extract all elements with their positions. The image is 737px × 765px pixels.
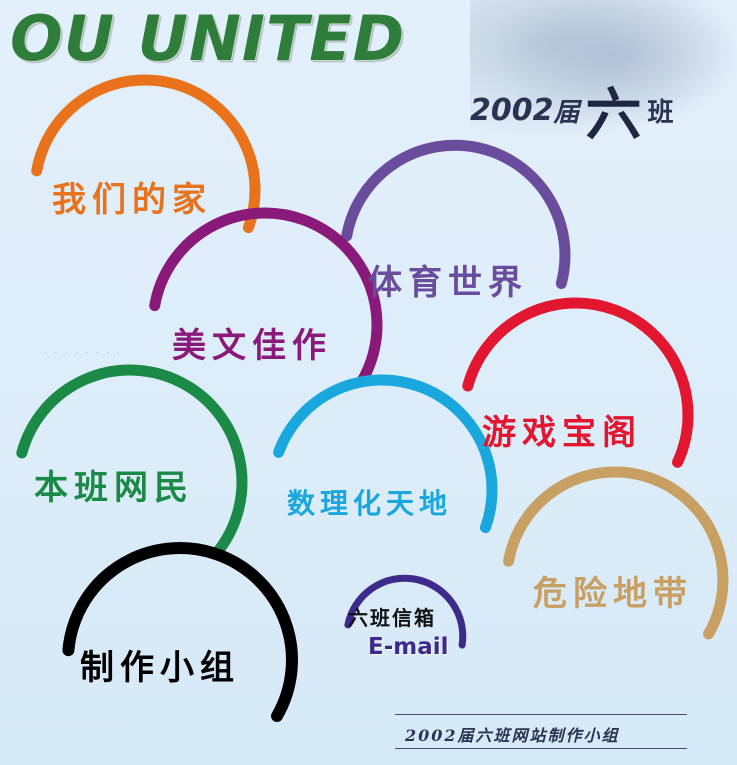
email-link[interactable]: E-mail	[368, 634, 449, 660]
nav-articles[interactable]: 美文佳作	[172, 326, 332, 366]
email-title: 六班信箱	[348, 606, 436, 630]
footer-divider-top	[395, 714, 687, 715]
jie-label: 届	[553, 98, 580, 128]
ring-email	[344, 574, 467, 649]
class-banner: 2002届六班	[470, 70, 674, 151]
ring-netizens	[16, 364, 248, 560]
nav-games[interactable]: 游戏宝阁	[482, 413, 642, 453]
year: 2002	[470, 93, 554, 128]
class-photo	[470, 0, 737, 140]
ring-articles	[149, 207, 383, 387]
nav-danger[interactable]: 危险地带	[533, 574, 693, 614]
ring-science	[273, 374, 498, 534]
ring-danger	[503, 466, 729, 640]
nav-sports[interactable]: 体育世界	[368, 263, 528, 303]
ring-sports	[341, 139, 571, 289]
site-title: OU UNITED	[10, 2, 406, 75]
nav-home[interactable]: 我们的家	[52, 180, 212, 220]
ring-team	[62, 542, 298, 722]
footer-divider-bottom	[395, 748, 687, 749]
nav-netizens[interactable]: 本班网民	[34, 468, 194, 508]
class-label: 班	[647, 98, 674, 128]
ring-games	[462, 297, 694, 468]
footer-credit: 2002届六班网站制作小组	[405, 726, 620, 745]
ring-home	[31, 74, 261, 234]
nav-team[interactable]: 制作小组	[80, 648, 240, 688]
decor-dots: · · · · · · · ·	[44, 348, 122, 359]
nav-science[interactable]: 数理化天地	[287, 487, 453, 520]
class-number: 六	[585, 82, 642, 148]
